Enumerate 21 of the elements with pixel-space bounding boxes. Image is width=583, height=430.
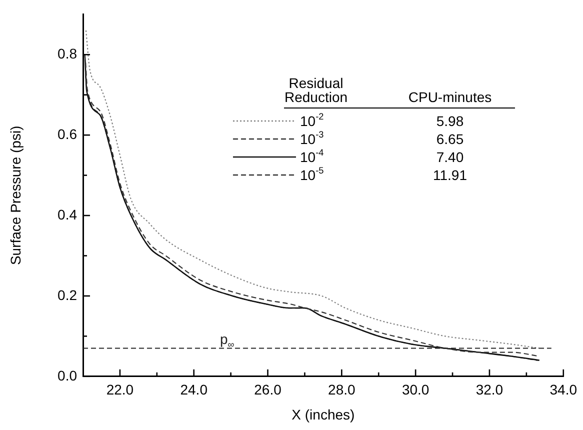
- annotation: CPU-minutes: [408, 89, 492, 105]
- annotation: 11.91: [433, 167, 468, 183]
- x-tick-label: 34.0: [550, 382, 578, 398]
- y-tick-label: 0.6: [58, 126, 78, 142]
- y-tick-label: 0.0: [58, 367, 78, 384]
- x-tick-label: 30.0: [402, 382, 430, 398]
- x-tick-label: 22.0: [106, 382, 134, 398]
- x-axis-title: X (inches): [292, 406, 355, 422]
- ref-line-label: p∞: [220, 331, 235, 350]
- x-tick-label: 26.0: [254, 382, 282, 398]
- legend-title: Residual Reduction: [284, 75, 348, 105]
- x-tick-label: 32.0: [476, 382, 504, 398]
- annotation: 6.65: [436, 131, 464, 147]
- annotation: 5.98: [436, 113, 464, 129]
- y-tick-label: 0.4: [58, 206, 78, 222]
- annotation: 7.40: [436, 149, 464, 165]
- x-tick-label: 24.0: [180, 382, 208, 398]
- y-axis-title: Surface Pressure (psi): [7, 126, 24, 266]
- x-tick-label: 28.0: [328, 382, 356, 398]
- y-tick-label: 0.8: [58, 45, 78, 62]
- y-tick-label: 0.2: [58, 286, 78, 303]
